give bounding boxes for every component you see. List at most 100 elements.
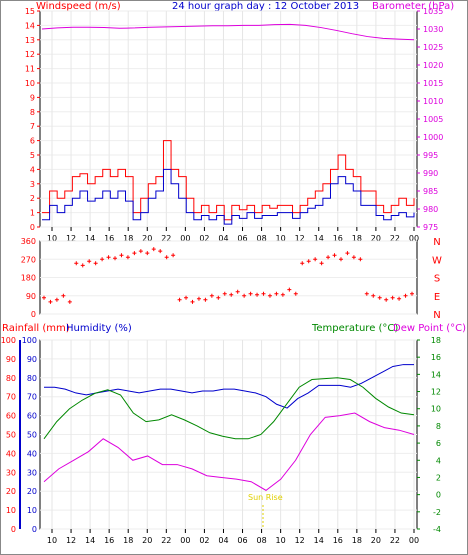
direction-point [74, 261, 79, 266]
direction-point [171, 253, 176, 258]
humidity-tick-label: 40 [27, 449, 37, 458]
windspeed-axis-title: Windspeed (m/s) [36, 1, 121, 12]
windspeed-tick-label: 7 [30, 122, 35, 131]
rainfall-tick-label: 80 [6, 374, 16, 383]
x-tick-label: 20 [142, 234, 152, 243]
barometer-tick-label: 995 [423, 151, 438, 160]
humidity-tick-label: 70 [27, 393, 37, 402]
direction-point [248, 291, 253, 296]
sunrise-label: Sun Rise [248, 493, 283, 502]
direction-point [48, 299, 53, 304]
x-tick-label: 20 [371, 536, 381, 545]
x-tick-label: 02 [199, 234, 209, 243]
temperature-axis-title: Temperature (°C) [311, 323, 398, 334]
direction-point [319, 261, 324, 266]
humidity-tick-label: 50 [27, 431, 37, 440]
x-tick-label: 06 [237, 234, 247, 243]
direction-point [177, 297, 182, 302]
rainfall-tick-label: 20 [6, 487, 16, 496]
barometer-tick-label: 1005 [423, 115, 443, 124]
direction-point [190, 299, 195, 304]
x-tick-label: 12 [66, 536, 76, 545]
x-tick-label: 16 [104, 234, 114, 243]
direction-point [377, 295, 382, 300]
direction-point [145, 251, 150, 256]
x-tick-label: 08 [256, 536, 266, 545]
windspeed-tick-label: 0 [30, 223, 35, 232]
direction-point [364, 291, 369, 296]
dewpoint-axis-title: Dew Point (°C) [393, 323, 466, 334]
barometer-line [41, 23, 415, 41]
temperature-tick-label: 4 [436, 456, 441, 465]
direction-point [67, 299, 72, 304]
windspeed-tick-label: 11 [25, 65, 35, 74]
rainfall-axis-title: Rainfall (mm) [2, 323, 70, 334]
direction-point [196, 296, 201, 301]
direction-point [306, 259, 311, 264]
barometer-tick-label: 1010 [423, 97, 443, 106]
barometer-axis-title: Barometer (hPa) [372, 1, 454, 12]
direction-point [87, 259, 92, 264]
barometer-tick-label: 1000 [423, 133, 443, 142]
direction-point [209, 293, 214, 298]
direction-points [42, 247, 414, 304]
temperature-tick-label: 18 [431, 336, 441, 345]
direction-point [293, 291, 298, 296]
rainfall-tick-label: 0 [11, 525, 16, 534]
temperature-tick-label: 2 [436, 473, 441, 482]
rainfall-tick-label: 60 [6, 412, 16, 421]
direction-point [242, 293, 247, 298]
temperature-line [43, 377, 415, 440]
barometer-tick-label: 985 [423, 187, 438, 196]
direction-point [345, 251, 350, 256]
wind-panel-grid [40, 10, 417, 228]
direction-point [371, 293, 376, 298]
wind-x-axis-ticks: 10 12 14 16 18 20 22 00 02 04 06 08 10 12 14 16 18 20 22 00 [47, 227, 419, 243]
barometer-tick-label: 1015 [423, 79, 443, 88]
direction-point [222, 291, 227, 296]
direction-tick-label: 360 [21, 237, 36, 246]
direction-tick-label: 180 [21, 274, 36, 283]
barometer-tick-label: 1030 [423, 25, 443, 34]
x-tick-label: 16 [333, 234, 343, 243]
x-tick-label: 22 [390, 234, 400, 243]
compass-label: E [434, 292, 440, 303]
x-tick-label: 00 [409, 234, 419, 243]
humidity-tick-label: 30 [27, 468, 37, 477]
direction-point [61, 293, 66, 298]
direction-point [106, 255, 111, 260]
humidity-tick-label: 100 [22, 336, 37, 345]
temperature-tick-label: 14 [431, 370, 441, 379]
x-tick-label: 18 [352, 536, 362, 545]
direction-point [93, 261, 98, 266]
barometer-axis-ticks: 975 980 985 990 995 1000 1005 1010 1015 1020 1025 1… [417, 7, 443, 232]
direction-point [338, 257, 343, 262]
x-tick-label: 10 [47, 536, 57, 545]
direction-point [267, 293, 272, 298]
direction-panel-grid [40, 240, 417, 315]
direction-point [287, 287, 292, 292]
direction-axis-ticks: 360 270 180 90 0 [21, 237, 36, 319]
temperature-tick-label: 10 [431, 405, 441, 414]
direction-point [274, 291, 279, 296]
temperature-humidity-series [43, 364, 415, 491]
windspeed-tick-label: 13 [25, 36, 35, 45]
direction-point [80, 263, 85, 268]
temp-x-axis-ticks: 10 12 14 16 18 20 22 00 02 04 06 08 10 12 14 16 18 20 22 00 [47, 529, 419, 545]
x-tick-label: 18 [352, 234, 362, 243]
rain-humidity-axis-ticks: 0 0 10 10 20 20 30 30 40 40 50 50 60 60 70 70 80 80 90 90 10… [1, 336, 37, 534]
rainfall-tick-label: 70 [6, 393, 16, 402]
windspeed-tick-label: 9 [30, 93, 35, 102]
humidity-tick-label: 0 [32, 525, 37, 534]
humidity-tick-label: 90 [27, 355, 37, 364]
x-tick-label: 18 [123, 234, 133, 243]
barometer-tick-label: 990 [423, 169, 438, 178]
direction-tick-label: 90 [26, 292, 36, 301]
direction-point [54, 297, 59, 302]
temperature-tick-label: 8 [436, 422, 441, 431]
direction-point [42, 295, 46, 300]
direction-point [164, 255, 169, 260]
x-tick-label: 18 [123, 536, 133, 545]
